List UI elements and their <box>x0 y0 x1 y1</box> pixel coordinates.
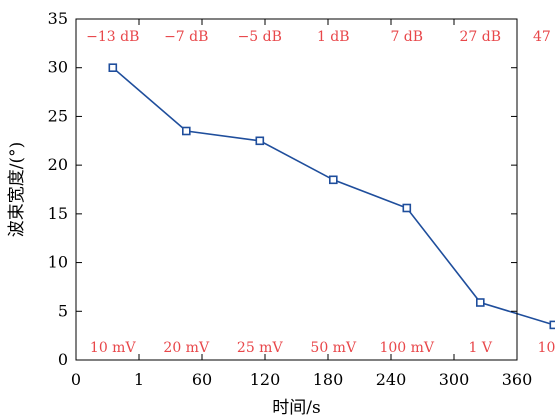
x-tick-label: 360 <box>502 370 533 389</box>
y-tick-label: 25 <box>48 106 68 125</box>
x-axis-title: 时间/s <box>272 398 320 418</box>
data-point-marker <box>108 63 118 72</box>
series-layer <box>108 63 555 330</box>
series-line <box>112 67 555 326</box>
voltage-annotation: 1 V <box>469 340 493 356</box>
y-axis-title: 波束宽度/(°) <box>7 142 27 238</box>
x-tick-label: 300 <box>439 370 470 389</box>
y-tick-label: 30 <box>48 58 68 77</box>
gain-annotation: 7 dB <box>390 29 423 45</box>
y-tick-label: 35 <box>48 9 68 28</box>
x-tick-label: 60 <box>192 370 212 389</box>
x-tick-label: 1 <box>134 370 144 389</box>
voltage-annotation: 10 mV <box>90 340 137 356</box>
gain-annotation: −5 dB <box>238 29 282 45</box>
voltage-annotation: 25 mV <box>237 340 284 356</box>
data-point-marker <box>182 126 191 136</box>
gain-annotation: −7 dB <box>164 29 208 45</box>
gain-annotation: 27 dB <box>459 29 501 45</box>
top-annotations: −13 dB −7 dB −5 dB 1 dB 7 dB 27 dB 47 dB <box>86 29 555 45</box>
voltage-annotation: 50 mV <box>310 340 357 356</box>
x-tick-label: 120 <box>250 370 281 389</box>
x-tick-label: 180 <box>313 370 344 389</box>
y-axis-ticks: 0 5 10 15 20 25 30 35 <box>48 9 517 369</box>
y-tick-label: 5 <box>58 301 68 320</box>
voltage-annotation: 100 mV <box>379 340 434 356</box>
data-point-marker <box>328 175 338 185</box>
data-point-marker <box>255 136 265 146</box>
voltage-annotation: 10 V <box>538 340 555 356</box>
x-axis-ticks: 0 1 60 120 180 240 300 360 <box>71 19 532 389</box>
gain-annotation: 47 dB <box>533 29 555 45</box>
x-tick-label: 0 <box>71 370 81 389</box>
data-point-marker <box>549 320 555 330</box>
bottom-annotations: 10 mV 20 mV 25 mV 50 mV 100 mV 1 V 10 V <box>90 340 555 356</box>
gain-annotation: 1 dB <box>317 29 350 45</box>
plot-frame <box>75 18 518 361</box>
y-tick-label: 20 <box>48 155 68 174</box>
x-tick-label: 240 <box>376 370 407 389</box>
y-tick-label: 10 <box>48 253 68 272</box>
data-point-marker <box>402 203 412 213</box>
gain-annotation: −13 dB <box>86 29 139 45</box>
y-tick-label: 15 <box>48 204 68 223</box>
voltage-annotation: 20 mV <box>163 340 210 356</box>
y-tick-label: 0 <box>58 350 68 369</box>
data-point-marker <box>475 298 485 307</box>
